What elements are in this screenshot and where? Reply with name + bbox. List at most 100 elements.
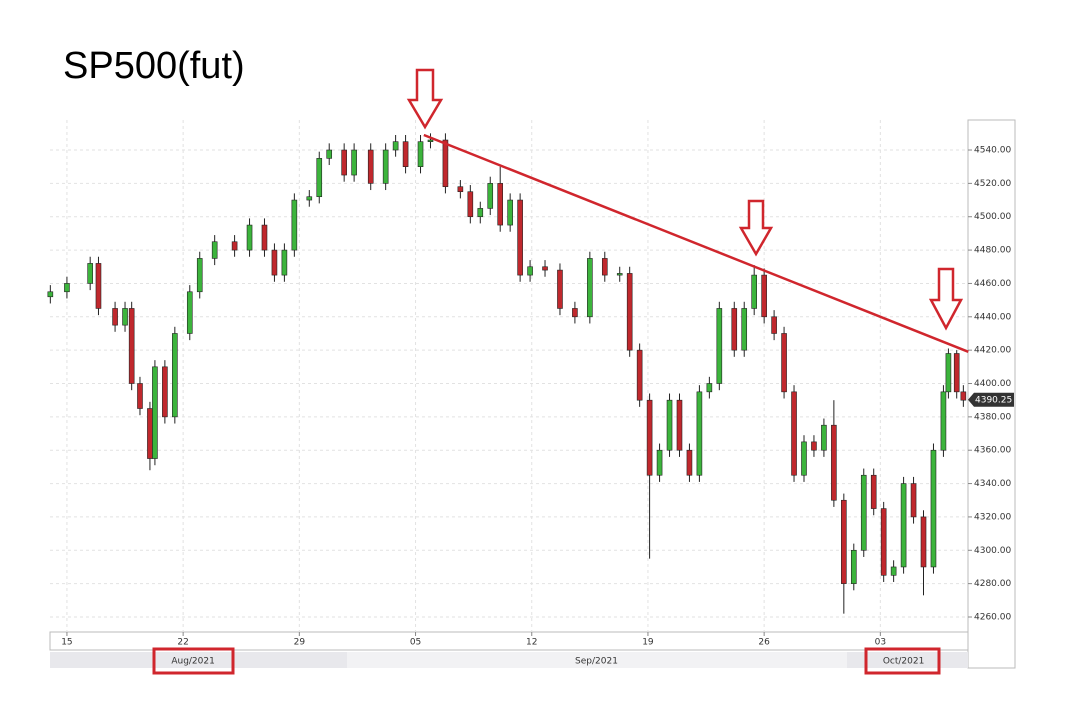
- y-tick-label: 4280.00: [974, 579, 1011, 589]
- candle-body: [666, 399, 673, 451]
- candle-body: [427, 139, 434, 142]
- candle-body: [557, 269, 563, 309]
- candle-body: [186, 291, 193, 334]
- candle-body: [811, 441, 817, 451]
- month-label: Sep/2021: [575, 657, 618, 667]
- candle-body: [890, 566, 897, 576]
- y-tick-label: 4380.00: [974, 412, 1011, 422]
- chart-title: SP500(fut): [63, 45, 245, 87]
- candle-body: [211, 241, 218, 259]
- candle-body: [741, 308, 748, 351]
- y-tick-label: 4460.00: [974, 279, 1011, 289]
- candle-body: [457, 186, 464, 193]
- candle-body: [271, 249, 278, 276]
- candle-body: [900, 483, 907, 568]
- candle-body: [122, 308, 128, 326]
- plot-area: [50, 120, 968, 632]
- x-tick-label: 15: [61, 638, 72, 648]
- y-tick-label: 4400.00: [974, 379, 1011, 389]
- candle-body: [487, 183, 494, 209]
- y-tick-label: 4540.00: [974, 146, 1011, 156]
- candle-body: [860, 474, 867, 551]
- candle-body: [392, 141, 399, 151]
- candle-body: [137, 383, 143, 409]
- candle-body: [95, 263, 102, 309]
- candle-body: [341, 149, 347, 176]
- candle-body: [696, 391, 703, 476]
- candle-body: [870, 474, 877, 509]
- candle-body: [162, 366, 168, 418]
- candle-body: [128, 308, 135, 384]
- candle-body: [821, 424, 827, 451]
- candle-body: [112, 308, 118, 326]
- candle-body: [196, 258, 203, 293]
- candle-body: [477, 208, 484, 218]
- candle-body: [291, 199, 298, 251]
- candle-body: [781, 333, 787, 393]
- y-tick-label: 4340.00: [974, 479, 1011, 489]
- candle-body: [656, 449, 663, 476]
- candle-body: [731, 308, 738, 351]
- y-tick-label: 4500.00: [974, 212, 1011, 222]
- candle-body: [616, 273, 623, 276]
- candle-body: [367, 149, 374, 184]
- candle-body: [716, 308, 723, 384]
- candle-body: [771, 316, 777, 334]
- candle-body: [261, 224, 268, 251]
- arrow: [928, 267, 964, 331]
- candle-body: [316, 158, 323, 198]
- month-band: [50, 652, 347, 668]
- chart-layer: 4260.00 4280.00 4300.00 4320.00 4340.00 4360.…: [47, 120, 1014, 667]
- candle-body: [930, 449, 937, 568]
- label-boxes: [152, 647, 941, 675]
- y-tick-label: 4440.00: [974, 312, 1011, 322]
- candle-body: [231, 241, 238, 251]
- candle-body: [281, 249, 288, 276]
- candle-body: [417, 141, 424, 167]
- candle-body: [542, 266, 548, 271]
- y-tick-label: 4260.00: [974, 612, 1011, 622]
- x-tick-label: 05: [410, 638, 421, 648]
- candle-body: [326, 149, 333, 159]
- y-tick-label: 4520.00: [974, 179, 1011, 189]
- x-tick-label: 19: [642, 638, 654, 648]
- candle-body: [841, 499, 847, 584]
- candle-body: [880, 508, 887, 576]
- month-label: Oct/2021: [883, 657, 925, 667]
- last-price-label: 4390.25: [975, 395, 1012, 405]
- candle-body: [587, 258, 593, 318]
- x-tick-label: 03: [875, 638, 886, 648]
- candle-body: [517, 199, 523, 276]
- highlight-box: [152, 647, 235, 675]
- candle-body: [527, 266, 533, 276]
- candle-body: [940, 391, 947, 451]
- candle-body: [152, 366, 158, 459]
- candle-body: [676, 399, 683, 451]
- month-label: Aug/2021: [171, 657, 215, 667]
- candle-body: [636, 349, 643, 401]
- candle-body: [507, 199, 513, 226]
- candle-body: [467, 191, 474, 218]
- candle-body: [850, 549, 857, 584]
- candle-body: [87, 263, 93, 284]
- candle-body: [791, 391, 797, 476]
- candle-body: [646, 399, 653, 476]
- y-tick-label: 4320.00: [974, 512, 1011, 522]
- candle-body: [960, 391, 967, 401]
- highlight-box: [864, 647, 941, 675]
- candle-body: [601, 258, 608, 276]
- trendline: [423, 133, 969, 353]
- candle-body: [686, 449, 693, 476]
- candle-body: [801, 441, 807, 476]
- arrow: [738, 199, 774, 257]
- candle-body: [945, 353, 952, 393]
- x-axis-strip: [49, 631, 969, 651]
- x-tick-label: 12: [526, 638, 537, 648]
- candle-body: [831, 424, 837, 501]
- candle-body: [626, 273, 633, 351]
- last-price-tag: [968, 392, 1014, 407]
- arrow: [406, 68, 444, 130]
- candle-body: [953, 353, 960, 393]
- candle-body: [920, 516, 927, 568]
